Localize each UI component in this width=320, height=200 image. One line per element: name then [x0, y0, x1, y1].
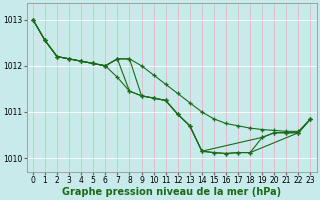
- X-axis label: Graphe pression niveau de la mer (hPa): Graphe pression niveau de la mer (hPa): [62, 187, 281, 197]
